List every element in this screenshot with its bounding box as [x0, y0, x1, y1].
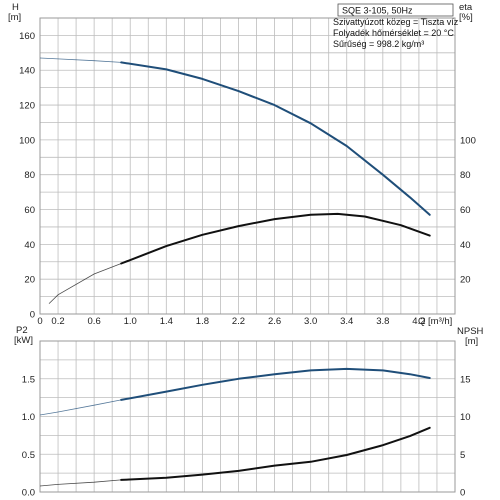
top-right-axis-unit: [%]: [459, 12, 473, 23]
left-tick-label: 0.5: [22, 450, 35, 461]
right-tick-label: 80: [460, 170, 471, 181]
right-tick-label: 40: [460, 240, 471, 251]
left-tick-label: 160: [19, 31, 35, 42]
x-tick-label: 1.4: [160, 316, 173, 327]
x-tick-label: 2.6: [268, 316, 281, 327]
series-0-thin-segment: [39, 399, 122, 416]
x-axis-unit: Q [m³/h]: [418, 316, 452, 327]
top-grid: [40, 18, 455, 314]
right-tick-label: 15: [460, 374, 471, 385]
series-0-bold-segment: [120, 367, 431, 401]
x-tick-label: 1.8: [196, 316, 209, 327]
left-tick-label: 0: [30, 310, 35, 321]
left-tick-label: 40: [24, 240, 35, 251]
bottom-plot-frame: [39, 340, 456, 493]
right-tick-label: 10: [460, 412, 471, 423]
left-tick-label: 80: [24, 170, 35, 181]
series-0-thin-segment: [39, 57, 122, 63]
right-tick-label: 0: [460, 488, 465, 499]
annotation-density: Sűrűség = 998.2 kg/m³: [333, 39, 424, 49]
x-tick-label: 0.2: [51, 316, 64, 327]
left-tick-label: 140: [19, 66, 35, 77]
bottom-right-axis-unit: [m]: [465, 336, 478, 347]
series-1-thin-segment: [39, 479, 122, 487]
bottom-right-axis-label: NPSH: [457, 326, 484, 337]
top-panel: 0 0.2 0.6 1.0 1.4 1.8 2.2 2.6 3.0 3.4 3.8 4.2 0 20 40…: [8, 2, 476, 327]
left-tick-label: 100: [19, 135, 35, 146]
right-tick-label: 20: [460, 275, 471, 286]
bottom-curves: [39, 367, 431, 487]
left-tick-label: 120: [19, 101, 35, 112]
x-tick-label: 0.6: [88, 316, 101, 327]
top-left-axis-unit: [m]: [8, 12, 21, 23]
left-tick-label: 20: [24, 275, 35, 286]
top-left-tick-labels: 0 20 40 60 80 100 120 140 160: [19, 31, 35, 321]
x-tick-label: 3.0: [304, 316, 317, 327]
left-tick-label: 1.5: [22, 374, 35, 385]
x-tick-label: 2.2: [232, 316, 245, 327]
series-0-bold-segment: [120, 61, 431, 216]
bottom-left-axis-unit: [kW]: [14, 335, 33, 346]
left-tick-label: 60: [24, 205, 35, 216]
title-box: [337, 3, 454, 17]
series-1-bold-segment: [120, 212, 431, 265]
x-tick-label: 4.2: [412, 316, 425, 327]
x-tick-label: 3.4: [340, 316, 353, 327]
top-right-axis-label: eta: [459, 2, 473, 13]
annotation-medium: Szivattyúzott közeg = Tiszta víz: [333, 17, 459, 27]
top-left-axis-label: H: [12, 2, 19, 13]
top-plot-frame: [39, 17, 456, 315]
right-tick-label: 100: [460, 135, 476, 146]
series-1-thin-segment: [48, 263, 122, 304]
annotation-temperature: Folyadék hőmérséklet = 20 °C: [333, 28, 454, 38]
chart-title: SQE 3-105, 50Hz: [342, 6, 413, 16]
bottom-left-tick-labels: 0.0 0.5 1.0 1.5: [22, 374, 35, 498]
x-tick-label: 3.8: [376, 316, 389, 327]
bottom-right-tick-labels: 0 5 10 15: [460, 374, 471, 498]
right-tick-label: 60: [460, 205, 471, 216]
top-right-tick-labels: 20 40 60 80 100: [460, 135, 476, 285]
bottom-grid: [40, 341, 455, 492]
bottom-panel: 0.0 0.5 1.0 1.5 0 5 10 15 P2 [kW] NPSH [m]: [14, 325, 484, 499]
left-tick-label: 1.0: [22, 412, 35, 423]
x-tick-label: 1.0: [124, 316, 137, 327]
x-tick-label: 0: [37, 316, 42, 327]
left-tick-label: 0.0: [22, 488, 35, 499]
right-tick-label: 5: [460, 450, 465, 461]
bottom-left-axis-label: P2: [16, 325, 28, 336]
top-curves: [39, 57, 431, 304]
top-x-tick-labels: 0 0.2 0.6 1.0 1.4 1.8 2.2 2.6 3.0 3.4 3.8 4.2: [37, 316, 425, 327]
series-1-bold-segment: [120, 426, 431, 481]
